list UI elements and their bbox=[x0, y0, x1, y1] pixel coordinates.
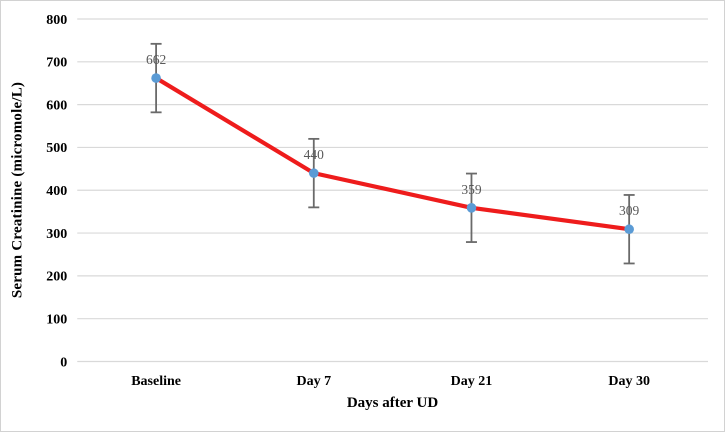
y-tick-label: 100 bbox=[46, 312, 67, 327]
y-tick-label: 300 bbox=[46, 227, 67, 242]
y-tick-label: 700 bbox=[46, 56, 67, 71]
data-point-label: 359 bbox=[461, 182, 482, 197]
y-axis-title: Serum Creatinine (micromole/L) bbox=[9, 81, 26, 299]
y-tick-label: 500 bbox=[46, 141, 67, 156]
x-axis-title: Days after UD bbox=[346, 395, 439, 411]
data-point-label: 440 bbox=[304, 147, 325, 162]
data-point-marker bbox=[624, 224, 634, 235]
x-category-label: Day 21 bbox=[451, 374, 493, 389]
y-tick-label: 200 bbox=[46, 270, 67, 285]
data-point-marker bbox=[308, 168, 319, 178]
y-tick-label: 800 bbox=[46, 13, 67, 28]
y-tick-label: 400 bbox=[46, 184, 67, 199]
y-tick-label: 600 bbox=[46, 98, 67, 113]
data-point-marker bbox=[466, 203, 477, 213]
x-category-label: Day 30 bbox=[608, 374, 650, 389]
data-point-marker bbox=[151, 73, 161, 83]
y-tick-label: 0 bbox=[60, 355, 67, 370]
x-category-label: Day 7 bbox=[296, 374, 331, 389]
data-point-label: 309 bbox=[619, 203, 640, 218]
series-line bbox=[153, 75, 632, 232]
x-category-label: Baseline bbox=[131, 374, 181, 389]
data-point-label: 662 bbox=[146, 52, 166, 67]
